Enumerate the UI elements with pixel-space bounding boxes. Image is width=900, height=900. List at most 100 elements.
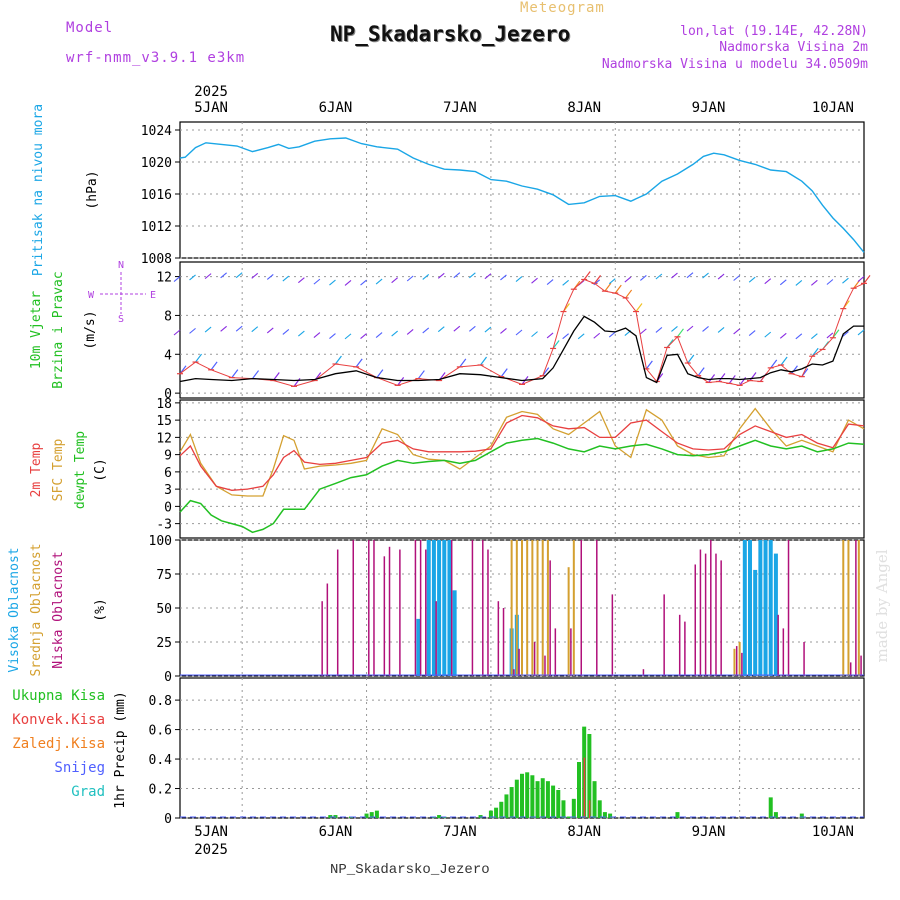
cloud-high-bar <box>437 540 442 676</box>
cloud-high-bar <box>758 540 763 676</box>
dir-east: E <box>150 290 156 301</box>
wind-barb-level <box>546 332 554 339</box>
wind-barb-level <box>811 333 818 340</box>
cloud-low-bar <box>694 564 696 676</box>
wind-barb <box>770 359 778 369</box>
wind-barb-level <box>298 330 305 337</box>
cloud-mid-bar <box>531 540 534 676</box>
wind-barb-level <box>577 333 585 340</box>
wind-barb-level <box>360 333 367 339</box>
wind-barb-level <box>173 329 181 336</box>
ytick-label: 0 <box>164 670 172 685</box>
cloud-low-bar <box>533 642 536 676</box>
wind-barb-level <box>189 327 196 334</box>
precip-total-bar <box>577 762 581 818</box>
wind-barb-level <box>235 272 243 279</box>
precip-total-bar <box>587 734 592 818</box>
cloud-low-bar <box>684 621 686 676</box>
precip-total-bar <box>369 812 374 818</box>
wind-title-1: 10m Vjetar <box>29 291 44 369</box>
coords-label: lon,lat (19.14E, 42.28N) <box>680 24 868 39</box>
wind-barb <box>355 358 363 368</box>
cloud-mid-bar <box>521 540 523 676</box>
cloud-high-bar <box>748 540 752 676</box>
precip-legend-3: Snijeg <box>54 760 105 776</box>
day-label-top: 5JAN <box>194 100 228 116</box>
cloud-low-bar <box>450 540 453 676</box>
wind-barb <box>676 328 684 338</box>
ytick-label: 8 <box>164 309 172 324</box>
cloud-high-bar <box>753 569 758 676</box>
cloud-mid-bar <box>567 567 570 676</box>
cloud-low-bar <box>326 583 329 676</box>
wind-barb <box>645 360 653 370</box>
ytick-label: 0 <box>164 812 172 827</box>
wind-barb-level <box>764 278 772 285</box>
cloud-low-bar <box>482 540 484 676</box>
cloud-low-bar <box>611 594 614 676</box>
model-elevation-label: Nadmorska Visina u modelu 34.0509m <box>601 57 868 72</box>
wind-barb <box>635 303 643 312</box>
dir-south: S <box>118 314 124 325</box>
wind-barb-level <box>437 272 445 279</box>
panel-frame-2 <box>179 399 865 539</box>
precip-legend-4: Grad <box>71 784 105 800</box>
cloud-mid-bar <box>546 540 549 676</box>
wind-barb-level <box>251 272 259 279</box>
wind-barb-level <box>655 273 663 280</box>
cloud-low-bar <box>741 652 743 676</box>
cloud-low-bar <box>735 646 738 676</box>
precip-total-bar <box>509 787 514 818</box>
wind-barb-level <box>344 280 352 286</box>
footer-station: NP_Skadarsko_Jezero <box>330 862 490 878</box>
cloud-low-bar <box>678 614 681 676</box>
cloud-high-bar <box>442 540 447 676</box>
wind-barb <box>708 374 716 383</box>
wind-barb-level <box>811 279 818 286</box>
precip-total-bar <box>556 790 561 818</box>
wind-barb-level <box>453 325 461 332</box>
cloud-low-bar <box>497 601 500 676</box>
cloud-low-bar <box>352 540 354 676</box>
model-name: wrf-nmm_v3.9.1 e3km <box>66 50 246 66</box>
ytick-label: 12 <box>156 431 172 446</box>
model-label: Model <box>66 20 114 36</box>
wind-barb <box>210 361 218 371</box>
precip-total-bar <box>608 813 613 818</box>
ytick-label: 0 <box>164 387 172 402</box>
wind-barb-level <box>795 279 803 286</box>
precip-legend-2: Zaledj.Kisa <box>12 736 105 752</box>
wind-unit: (m/s) <box>83 310 98 349</box>
dewpt-line <box>179 437 865 534</box>
wind-barb-level <box>640 275 647 281</box>
wind-barb-level <box>298 277 305 284</box>
ytick-label: 1008 <box>141 252 172 267</box>
wind-barb-level <box>608 278 616 285</box>
wind-barb-level <box>391 277 398 284</box>
wind-barb-level <box>360 279 367 286</box>
wind-barb-level <box>733 275 740 281</box>
cloud-low-bar <box>549 560 551 676</box>
wind-barb-level <box>826 332 834 339</box>
ytick-label: 18 <box>156 397 172 412</box>
cloud-high-bar <box>431 540 436 676</box>
pressure-title: Pritisak na nivou mora <box>31 104 46 276</box>
wind-barb <box>376 369 384 378</box>
precip-total-bar <box>551 785 556 818</box>
cloud-high-bar <box>452 590 457 676</box>
ytick-label: 1024 <box>141 124 172 139</box>
sfc-temp-line <box>179 407 865 497</box>
sfc-title: SFC Temp <box>51 439 66 502</box>
ytick-label: 1020 <box>141 156 172 171</box>
day-label-bottom: 6JAN <box>319 824 353 840</box>
precip-total-bar <box>374 810 379 818</box>
cloud-low-bar <box>715 553 717 676</box>
wind-barb-level <box>500 327 507 334</box>
ytick-label: 0.6 <box>149 724 172 739</box>
cloud-unit: (%) <box>93 598 108 621</box>
cloud-low-bar <box>777 614 779 676</box>
wind-barb-level <box>562 333 569 340</box>
cloud-mid-bar <box>572 540 575 676</box>
gust-line <box>179 278 865 387</box>
